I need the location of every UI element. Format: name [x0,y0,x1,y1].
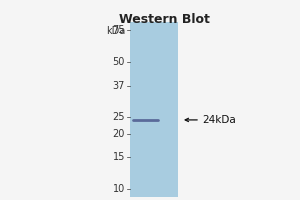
Text: 25: 25 [112,112,125,122]
Text: 50: 50 [112,57,125,67]
Text: 10: 10 [113,184,125,194]
Bar [130,22,178,197]
Text: 75: 75 [112,25,125,35]
Text: 20: 20 [112,129,125,139]
Text: 15: 15 [112,152,125,162]
Text: 37: 37 [112,81,125,91]
Text: kDa: kDa [106,26,125,36]
Text: 24kDa: 24kDa [202,115,236,125]
Text: Western Blot: Western Blot [118,13,209,26]
